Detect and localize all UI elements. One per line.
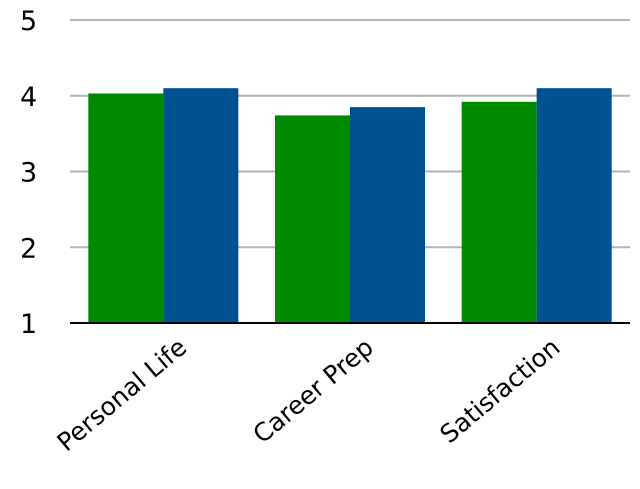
bar [88,93,164,323]
y-tick-label: 4 [20,82,37,113]
y-tick-labels: 1 2 3 4 5 [20,6,37,340]
category-labels: Personal Life Career Prep Satisfaction [52,332,566,457]
y-tick-label: 5 [20,6,37,37]
category-label: Satisfaction [434,332,565,449]
bar [275,115,350,323]
y-tick-label: 2 [20,233,37,264]
bars [88,88,612,323]
bar [536,88,612,323]
bar [163,88,239,323]
category-label: Personal Life [52,332,193,457]
y-tick-label: 1 [20,309,37,340]
bar [461,101,537,323]
category-label: Career Prep [248,332,379,449]
bar [350,107,425,323]
y-tick-label: 3 [20,158,37,189]
